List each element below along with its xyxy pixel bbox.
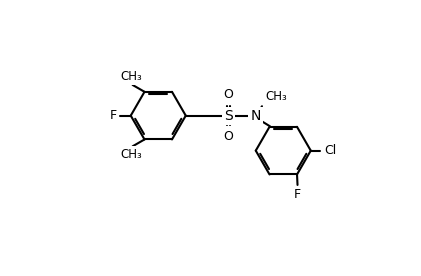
Text: S: S [224, 109, 233, 123]
Text: CH₃: CH₃ [120, 70, 142, 83]
Text: N: N [250, 109, 261, 123]
Text: F: F [294, 188, 301, 201]
Text: O: O [223, 88, 233, 101]
Text: F: F [110, 109, 117, 122]
Text: O: O [223, 130, 233, 143]
Text: CH₃: CH₃ [120, 148, 142, 161]
Text: Cl: Cl [324, 144, 336, 157]
Text: CH₃: CH₃ [265, 91, 287, 104]
